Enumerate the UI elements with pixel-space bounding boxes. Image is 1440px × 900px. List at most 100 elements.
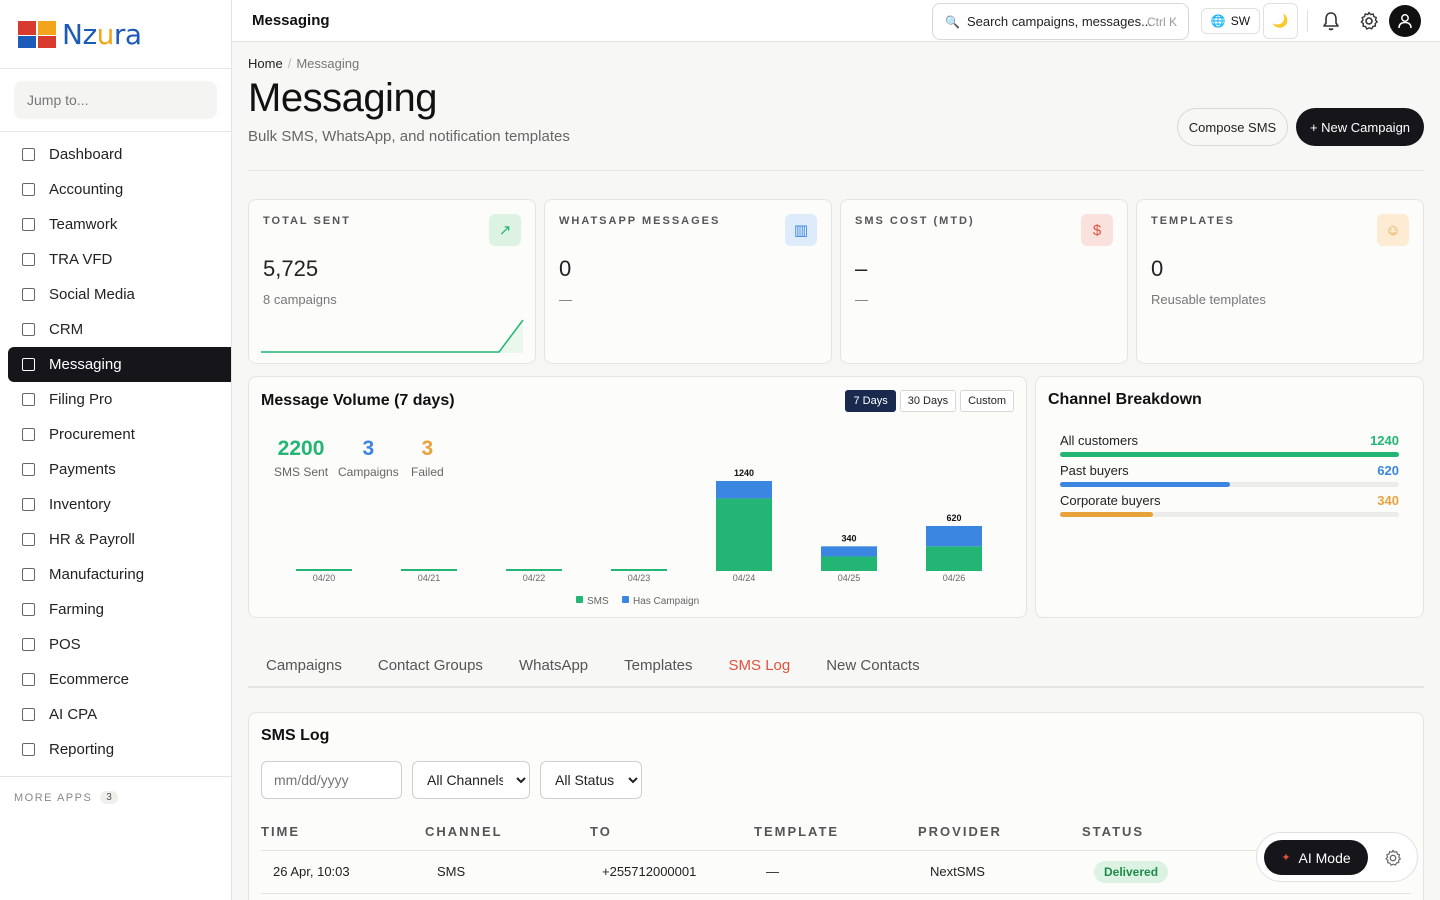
column-header-to[interactable]: TO [590, 824, 612, 839]
sidebar-item-hr-payroll[interactable]: HR & Payroll [0, 522, 231, 557]
sidebar-item-crm[interactable]: CRM [0, 312, 231, 347]
sidebar-item-dashboard[interactable]: Dashboard [0, 137, 231, 172]
channel-progress-fill [1060, 512, 1153, 517]
range-30-days-button[interactable]: 30 Days [899, 390, 957, 412]
box-icon [22, 498, 35, 511]
search-shortcut: Ctrl K [1147, 14, 1177, 29]
stat-card-whatsapp-messages: WHATSAPP MESSAGES ▥ 0 — [544, 199, 832, 364]
channel-progress-fill [1060, 452, 1399, 457]
sidebar-item-label: Dashboard [49, 146, 123, 163]
bag-icon [22, 673, 35, 686]
sidebar-item-accounting[interactable]: Accounting [0, 172, 231, 207]
receipt-icon [22, 638, 35, 651]
user-plus-icon [22, 533, 35, 546]
user-avatar[interactable] [1389, 5, 1421, 37]
sidebar-item-label: POS [49, 636, 81, 653]
sidebar-item-label: Filing Pro [49, 391, 113, 408]
range-7-days-button[interactable]: 7 Days [845, 390, 896, 412]
tab-contact-groups[interactable]: Contact Groups [377, 657, 483, 674]
cell-to: +255712000001 [602, 864, 697, 879]
sidebar-item-teamwork[interactable]: Teamwork [0, 207, 231, 242]
sidebar-item-ai-cpa[interactable]: AI CPA [0, 697, 231, 732]
gear-icon[interactable] [1359, 11, 1379, 31]
cell-time: 26 Apr, 10:03 [273, 864, 350, 879]
sidebar-item-label: Accounting [49, 181, 124, 198]
ai-mode-button[interactable]: ✦ AI Mode [1264, 840, 1368, 875]
ai-mode-label: AI Mode [1298, 849, 1351, 866]
new-campaign-button[interactable]: + New Campaign [1296, 108, 1424, 146]
total-sent-sparkline [261, 319, 524, 353]
volume-title: Message Volume (7 days) [261, 392, 455, 409]
channel-filter-select[interactable]: All Channels [412, 761, 530, 799]
kpi-label: SMS Sent [274, 465, 329, 479]
tab-new-contacts[interactable]: New Contacts [826, 657, 920, 674]
stat-value: 0 [559, 256, 572, 281]
sidebar-item-label: TRA VFD [49, 251, 113, 268]
sidebar: Nzura Dashboard Accounting Teamwork TRA VFD… [0, 0, 232, 900]
channel-label: Past buyers [1060, 463, 1129, 478]
tab-whatsapp[interactable]: WhatsApp [518, 657, 589, 674]
message-icon [22, 358, 35, 371]
stat-value: 5,725 [263, 256, 319, 281]
sidebar-item-label: Ecommerce [49, 671, 130, 688]
sidebar-item-label: Reporting [49, 741, 115, 758]
ai-mode-widget: ✦ AI Mode [1256, 832, 1418, 882]
tab-campaigns[interactable]: Campaigns [266, 657, 342, 674]
sidebar-item-farming[interactable]: Farming [0, 592, 231, 627]
sidebar-item-manufacturing[interactable]: Manufacturing [0, 557, 231, 592]
logo[interactable]: Nzura [0, 0, 231, 69]
global-search[interactable]: 🔍 Search campaigns, messages... Ctrl K [932, 3, 1189, 40]
sidebar-item-inventory[interactable]: Inventory [0, 487, 231, 522]
channel-progress-track [1060, 482, 1399, 487]
page-subtitle: Bulk SMS, WhatsApp, and notification tem… [248, 128, 570, 145]
bell-icon[interactable] [1322, 11, 1340, 31]
tab-sms-log[interactable]: SMS Log [728, 657, 791, 674]
x-tick-label: 04/25 [838, 573, 861, 583]
tab-templates[interactable]: Templates [624, 657, 693, 674]
sidebar-item-ecommerce[interactable]: Ecommerce [0, 662, 231, 697]
column-header-status[interactable]: STATUS [1082, 824, 1145, 839]
ledger-icon [22, 183, 35, 196]
column-header-channel[interactable]: CHANNEL [425, 824, 503, 839]
language-button[interactable]: 🌐 SW [1201, 8, 1260, 34]
bar-sms-04/24 [716, 498, 772, 571]
stat-label: TOTAL SENT [263, 215, 351, 227]
ai-settings-gear-icon[interactable] [1384, 849, 1402, 867]
breadcrumb-home[interactable]: Home [248, 56, 283, 71]
jump-to-input[interactable] [14, 81, 217, 119]
x-tick-label: 04/22 [523, 573, 546, 583]
kpi-value: 2200 [277, 437, 325, 460]
header-divider [248, 170, 1424, 171]
sidebar-item-procurement[interactable]: Procurement [0, 417, 231, 452]
x-tick-label: 04/26 [943, 573, 966, 583]
channel-value: 620 [1377, 463, 1399, 478]
channel-progress-track [1060, 452, 1399, 457]
nav-divider [0, 776, 231, 777]
sidebar-item-messaging[interactable]: Messaging [8, 347, 231, 382]
sidebar-item-social-media[interactable]: Social Media [0, 277, 231, 312]
breadcrumb: Home / Messaging [248, 56, 360, 71]
channel-breakdown-title: Channel Breakdown [1048, 391, 1202, 408]
status-filter-select[interactable]: All Status [540, 761, 642, 799]
logo-text: Nzura [62, 17, 142, 51]
sidebar-item-reporting[interactable]: Reporting [0, 732, 231, 767]
theme-toggle-button[interactable]: 🌙 [1263, 3, 1298, 39]
sidebar-item-label: CRM [49, 321, 84, 338]
date-filter-input[interactable] [261, 761, 402, 799]
sidebar-item-filing-pro[interactable]: Filing Pro [0, 382, 231, 417]
range-custom-button[interactable]: Custom [960, 390, 1014, 412]
sidebar-item-pos[interactable]: POS [0, 627, 231, 662]
column-header-time[interactable]: TIME [261, 824, 301, 839]
sidebar-item-tra-vfd[interactable]: TRA VFD [0, 242, 231, 277]
x-tick-label: 04/20 [313, 573, 336, 583]
more-apps[interactable]: MORE APPS 3 [0, 777, 231, 804]
bar-baseline-04/20 [296, 569, 352, 571]
table-row[interactable]: 26 Apr, 10:03 SMS +255712000001 — NextSMS Del… [261, 851, 1411, 894]
sidebar-item-payments[interactable]: Payments [0, 452, 231, 487]
compose-sms-button[interactable]: Compose SMS [1177, 108, 1288, 146]
column-header-provider[interactable]: PROVIDER [918, 824, 1002, 839]
message-volume-card: Message Volume (7 days) 7 Days 30 Days Cus… [248, 376, 1027, 618]
cart-icon [22, 428, 35, 441]
column-header-template[interactable]: TEMPLATE [754, 824, 840, 839]
channel-value: 340 [1377, 493, 1399, 508]
